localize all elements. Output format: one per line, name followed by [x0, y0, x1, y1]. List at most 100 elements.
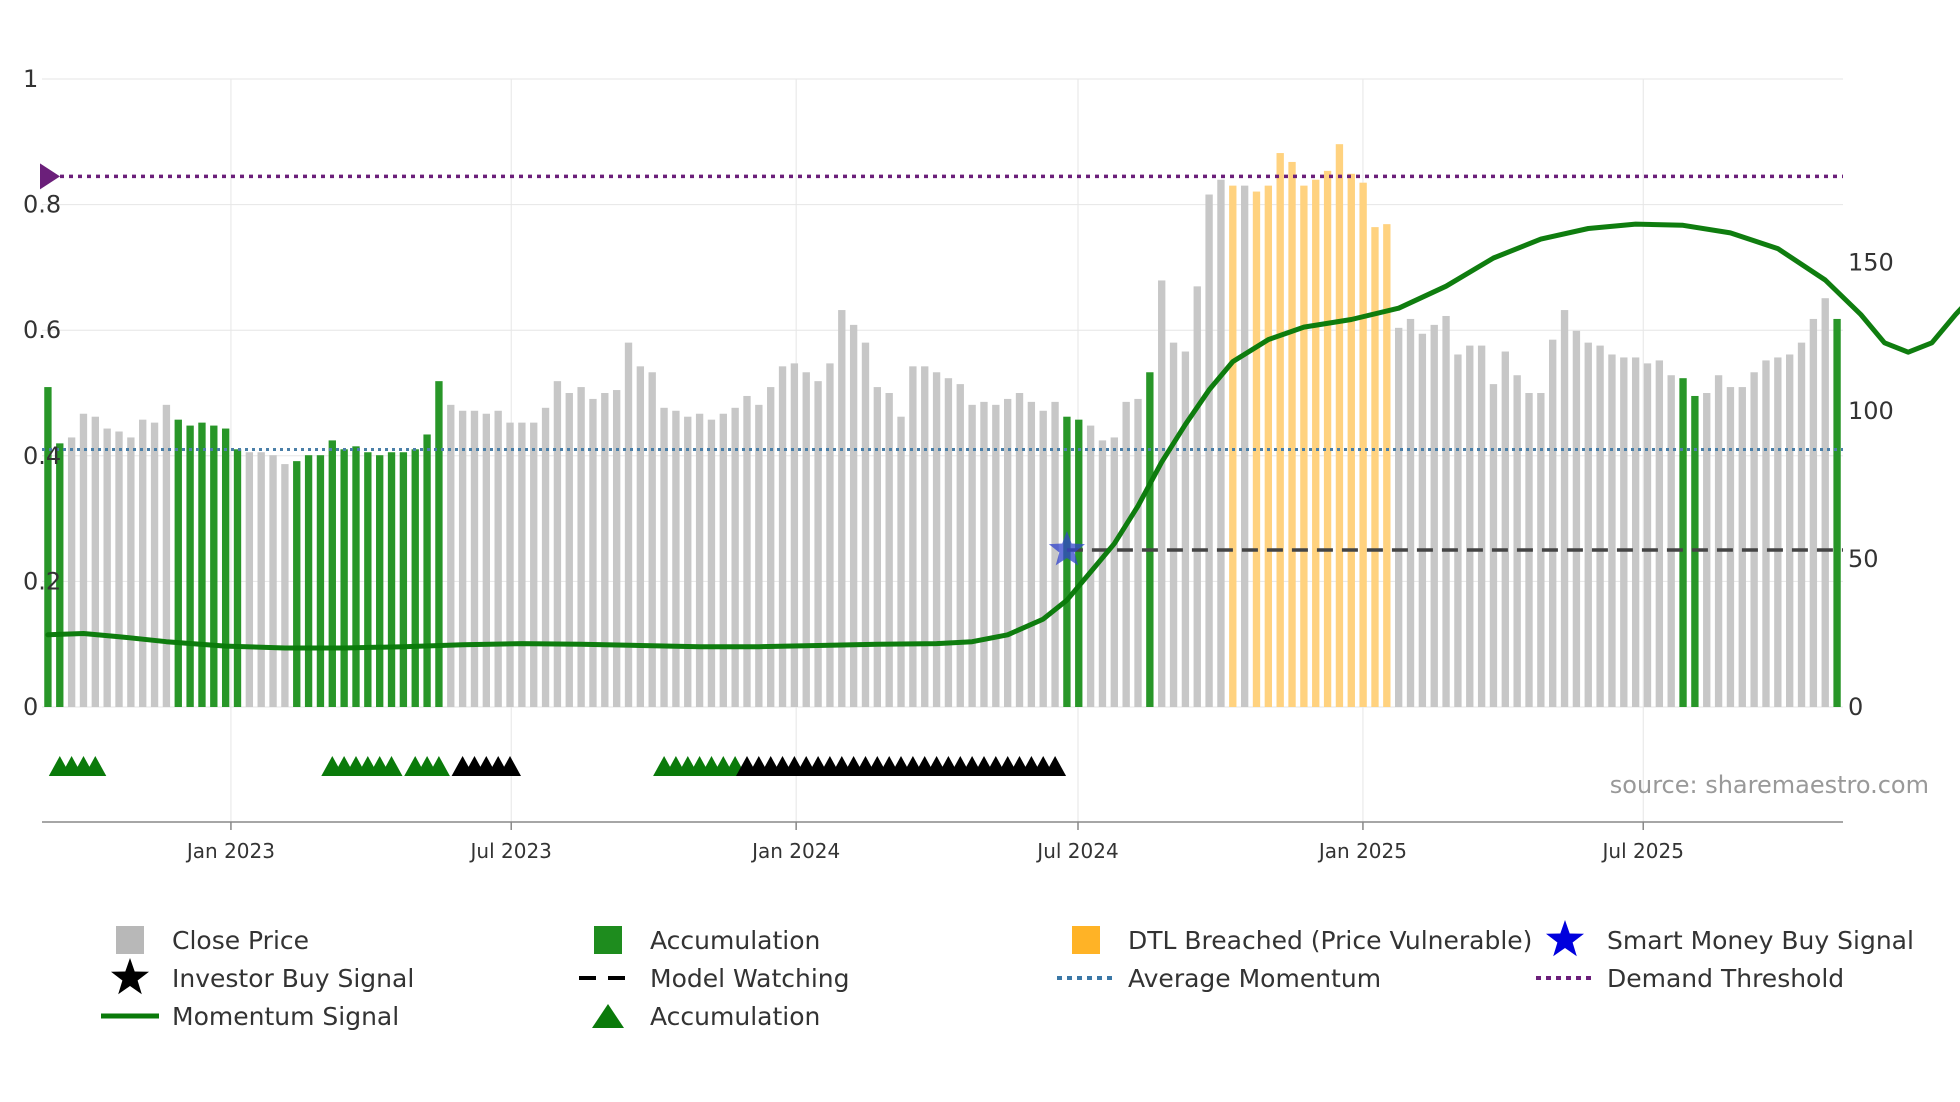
close-price-bar — [731, 407, 739, 707]
close-price-bar — [861, 342, 870, 707]
close-price-bar — [115, 431, 123, 707]
close-price-bar — [150, 422, 159, 707]
dtl-breached-bar — [1347, 173, 1355, 707]
dtl-breached-bar — [1335, 144, 1344, 708]
close-price-bar — [1774, 357, 1782, 707]
legend-item: Demand Threshold — [1536, 964, 1844, 993]
close-price-bar — [1217, 179, 1225, 707]
close-price-bar — [1003, 398, 1012, 707]
close-price-bar — [1158, 280, 1166, 707]
dtl-breached-bar — [1323, 170, 1332, 707]
right-tick-label: 100 — [1848, 397, 1894, 425]
accumulation-marker — [84, 756, 107, 776]
dtl-breached-bar — [1300, 185, 1308, 708]
close-price-bar — [281, 464, 289, 707]
close-price-bar — [1039, 410, 1047, 707]
close-price-bar — [1406, 318, 1415, 707]
dtl-breached-bar — [1359, 182, 1367, 707]
legend-swatch-square — [116, 926, 144, 954]
close-price-bar — [1181, 351, 1190, 707]
close-price-bar — [897, 416, 905, 707]
close-price-bar — [1395, 327, 1403, 707]
close-price-bar — [767, 387, 775, 707]
close-price-bar — [1762, 360, 1770, 707]
accumulation-bar — [233, 449, 242, 707]
dtl-breached-bar — [1252, 191, 1261, 707]
close-price-bar — [1454, 354, 1462, 707]
close-price-bar — [518, 422, 526, 707]
close-price-bar — [1809, 318, 1818, 707]
accumulation-bar — [56, 443, 64, 707]
close-price-bar — [1620, 357, 1628, 707]
close-price-bar — [1655, 360, 1664, 707]
legend-item: Average Momentum — [1057, 964, 1381, 993]
dtl-breached-bar — [1276, 153, 1284, 707]
accumulation-bar — [423, 434, 431, 707]
close-price-bar — [1466, 345, 1474, 707]
close-price-bar — [565, 393, 573, 707]
legend-item: DTL Breached (Price Vulnerable) — [1072, 926, 1532, 955]
close-price-bar — [814, 381, 822, 707]
close-price-bar — [1169, 342, 1178, 707]
accumulation-bar — [328, 440, 336, 707]
dtl-breached-bar — [1264, 185, 1273, 708]
close-price-bar — [719, 413, 727, 707]
legend-item: Momentum Signal — [101, 1002, 399, 1031]
accumulation-bar — [364, 452, 372, 707]
close-price-bar — [778, 366, 787, 707]
left-tick-label: 0.4 — [23, 442, 61, 470]
close-price-bar — [755, 404, 763, 707]
close-price-bar — [624, 342, 633, 707]
close-price-bar — [873, 387, 882, 707]
close-price-bar — [1193, 286, 1201, 707]
close-price-bar — [257, 452, 265, 707]
close-price-bar — [1537, 393, 1545, 707]
right-tick-label: 0 — [1848, 693, 1863, 721]
legend-label: Accumulation — [650, 1002, 820, 1031]
accumulation-bar — [210, 425, 218, 707]
close-price-bar — [127, 437, 135, 707]
close-price-bar — [470, 410, 479, 707]
close-price-bar — [932, 372, 941, 707]
close-price-bar — [269, 455, 277, 707]
close-price-bar — [1643, 363, 1652, 707]
momentum-signal-line — [45, 221, 1960, 651]
legend-swatch-square — [594, 926, 622, 954]
close-price-bar — [743, 395, 751, 707]
close-price-bar — [506, 422, 514, 707]
close-price-bar — [1205, 194, 1213, 707]
close-price-bar — [790, 363, 799, 707]
close-price-bar — [612, 390, 621, 707]
legend-item: Model Watching — [579, 964, 850, 993]
close-price-bar — [139, 419, 147, 707]
close-price-bar — [1015, 393, 1024, 707]
close-price-bar — [1513, 375, 1521, 707]
lines-layer — [40, 163, 1960, 651]
accumulation-bar — [1146, 372, 1154, 707]
close-price-bar — [1726, 387, 1735, 707]
close-price-bar — [1667, 375, 1675, 707]
accumulation-marker — [427, 756, 450, 776]
close-price-bar — [1584, 342, 1592, 707]
close-price-bar — [660, 407, 668, 707]
close-price-bar — [458, 410, 467, 707]
close-price-bar — [695, 413, 704, 707]
legend-swatch-square — [1072, 926, 1100, 954]
left-tick-label: 0.6 — [23, 316, 61, 344]
close-price-bar — [707, 419, 716, 707]
source-label: source: sharemaestro.com — [1610, 771, 1929, 799]
close-price-bar — [103, 428, 111, 707]
accumulation-marker — [380, 756, 403, 776]
smart-money-buy-star — [1048, 531, 1085, 566]
legend-label: Close Price — [172, 926, 309, 955]
close-price-bar — [826, 363, 834, 707]
close-price-bar — [1134, 398, 1142, 707]
close-price-bar — [1631, 357, 1640, 707]
close-price-bar — [968, 404, 976, 707]
close-price-bar — [162, 404, 171, 707]
accumulation-bar — [1833, 318, 1841, 707]
legend-label: Accumulation — [650, 926, 820, 955]
legend-label: Smart Money Buy Signal — [1607, 926, 1914, 955]
accumulation-bar — [376, 455, 384, 707]
legend-item: Close Price — [116, 926, 309, 955]
